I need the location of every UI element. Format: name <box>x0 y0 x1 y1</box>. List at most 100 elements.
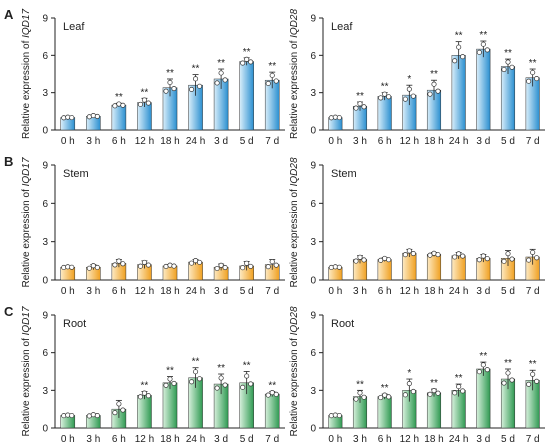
replicate-point <box>357 390 363 396</box>
x-tick-label: 3 d <box>214 286 228 297</box>
x-tick-label: 24 h <box>186 434 205 445</box>
replicate-point <box>476 369 482 375</box>
replicate-point <box>484 367 490 373</box>
replicate-point <box>171 380 177 386</box>
replicate-point <box>273 262 279 268</box>
tissue-label: Leaf <box>63 21 85 33</box>
replicate-point <box>269 72 275 78</box>
replicate-point <box>427 252 433 258</box>
gene-name: IQD28 <box>289 306 300 335</box>
x-tick-label: 24 h <box>449 434 468 445</box>
replicate-point <box>386 94 392 100</box>
gene-name: IQD28 <box>289 9 300 38</box>
x-tick-label: 7 d <box>526 136 540 147</box>
replicate-point <box>435 88 441 94</box>
replicate-point <box>137 394 143 400</box>
replicate-point <box>452 390 458 396</box>
y-tick-label: 9 <box>310 161 316 172</box>
replicate-point <box>410 93 416 99</box>
x-tick-label: 7 d <box>265 286 279 297</box>
bar <box>476 48 491 131</box>
significance-mark: ** <box>529 58 537 69</box>
replicate-point <box>361 104 367 110</box>
replicate-point <box>378 395 384 401</box>
replicate-point <box>480 41 486 47</box>
replicate-point <box>505 59 511 65</box>
y-tick-label: 0 <box>42 424 48 435</box>
x-tick-label: 6 h <box>378 286 392 297</box>
replicate-point <box>222 264 228 271</box>
significance-mark: ** <box>243 47 251 58</box>
bar <box>137 395 152 429</box>
replicate-point <box>382 91 388 97</box>
replicate-point <box>265 80 271 87</box>
replicate-point <box>218 262 224 268</box>
x-tick-label: 5 d <box>501 434 515 445</box>
replicate-point <box>69 264 75 270</box>
significance-mark: ** <box>455 31 463 42</box>
significance-mark: * <box>407 368 411 379</box>
tissue-label: Stem <box>63 168 89 180</box>
x-tick-label: 6 h <box>378 136 392 147</box>
replicate-point <box>460 253 466 259</box>
replicate-point <box>406 86 412 92</box>
y-axis-label: Relative expression of IQD17 <box>21 306 32 437</box>
y-tick-label: 6 <box>42 51 48 62</box>
replicate-point <box>378 95 384 101</box>
y-tick-label: 6 <box>310 199 316 210</box>
panel-letter: A <box>4 7 14 22</box>
replicate-point <box>534 255 540 261</box>
replicate-point <box>402 252 408 258</box>
replicate-point <box>120 407 126 413</box>
replicate-point <box>460 388 466 394</box>
bar <box>500 66 516 131</box>
tissue-label: Root <box>63 318 86 330</box>
replicate-point <box>435 390 441 396</box>
replicate-point <box>218 375 224 381</box>
replicate-point <box>431 81 437 87</box>
significance-mark: ** <box>479 30 487 41</box>
bar <box>377 96 392 131</box>
replicate-point <box>353 105 359 111</box>
bar <box>162 382 178 429</box>
x-tick-label: 18 h <box>424 286 443 297</box>
replicate-point <box>137 263 143 269</box>
x-tick-label: 6 h <box>112 434 126 445</box>
bar <box>426 392 442 429</box>
replicate-point <box>534 378 540 384</box>
y-tick-label: 0 <box>310 126 316 137</box>
x-tick-label: 0 h <box>61 136 75 147</box>
x-tick-label: 0 h <box>328 136 342 147</box>
x-tick-label: 6 h <box>112 136 126 147</box>
x-tick-label: 7 d <box>265 136 279 147</box>
y-tick-label: 3 <box>310 237 316 248</box>
replicate-point <box>476 257 482 263</box>
replicate-point <box>435 252 441 258</box>
replicate-point <box>116 258 122 264</box>
y-tick-label: 9 <box>42 14 48 25</box>
y-tick-label: 0 <box>310 424 316 435</box>
y-tick-label: 3 <box>42 386 48 397</box>
replicate-point <box>222 77 228 83</box>
y-axis-label-prefix: Relative expression of <box>21 335 32 436</box>
x-tick-label: 3 h <box>86 434 100 445</box>
replicate-point <box>240 60 246 66</box>
replicate-point <box>248 59 254 65</box>
significance-mark: ** <box>504 48 512 59</box>
replicate-point <box>94 113 100 119</box>
significance-mark: ** <box>504 358 512 369</box>
y-axis-label: Relative expression of IQD17 <box>21 9 32 140</box>
replicate-point <box>484 47 490 53</box>
x-tick-label: 6 h <box>112 286 126 297</box>
replicate-point <box>505 251 511 257</box>
x-tick-label: 3 d <box>476 434 490 445</box>
replicate-point <box>218 70 224 76</box>
x-tick-label: 5 d <box>501 136 515 147</box>
replicate-point <box>460 54 466 60</box>
significance-mark: ** <box>381 383 389 394</box>
replicate-point <box>141 390 147 396</box>
bar <box>476 368 491 429</box>
replicate-point <box>248 263 254 269</box>
replicate-point <box>378 257 384 263</box>
replicate-point <box>244 56 250 62</box>
